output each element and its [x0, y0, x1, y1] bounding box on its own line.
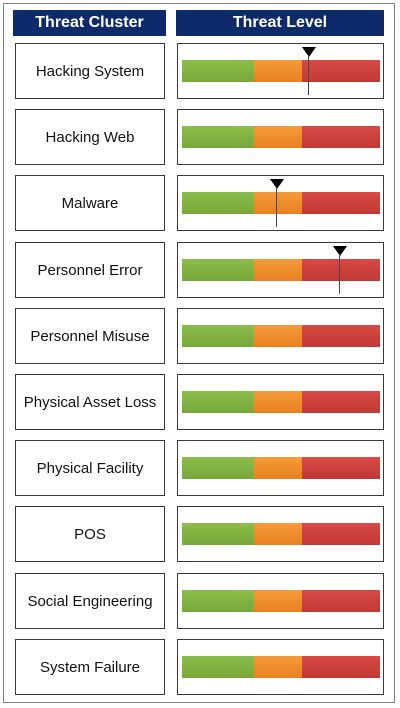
- threat-level-gauge: [182, 457, 380, 479]
- gauge-band-green: [182, 391, 254, 413]
- gauge-band-green: [182, 325, 254, 347]
- threat-cluster-label: Physical Facility: [15, 440, 165, 496]
- gauge-band-red: [302, 126, 380, 148]
- threat-cluster-label: Personnel Error: [15, 242, 165, 298]
- threat-level-cell: [177, 109, 384, 165]
- threat-cluster-label: Hacking Web: [15, 109, 165, 165]
- gauge-band-green: [182, 656, 254, 678]
- threat-level-cell: [177, 440, 384, 496]
- marker-line: [339, 254, 341, 294]
- gauge-band-green: [182, 590, 254, 612]
- gauge-band-red: [302, 457, 380, 479]
- gauge-band-orange: [254, 656, 302, 678]
- gauge-band-orange: [254, 192, 302, 214]
- threat-cluster-label: Personnel Misuse: [15, 308, 165, 364]
- threat-level-cell: [177, 43, 384, 99]
- threat-row: Physical Facility: [0, 440, 400, 498]
- threat-level-cell: [177, 639, 384, 695]
- gauge-band-red: [302, 656, 380, 678]
- threat-row: Hacking System: [0, 43, 400, 101]
- threat-row: POS: [0, 506, 400, 564]
- threat-level-cell: [177, 308, 384, 364]
- gauge-band-red: [302, 590, 380, 612]
- marker-triangle-icon: [270, 179, 285, 189]
- marker-triangle-icon: [301, 47, 316, 57]
- gauge-band-orange: [254, 391, 302, 413]
- gauge-band-orange: [254, 60, 302, 82]
- gauge-band-green: [182, 60, 254, 82]
- gauge-band-red: [302, 60, 380, 82]
- threat-row: System Failure: [0, 639, 400, 697]
- gauge-band-orange: [254, 259, 302, 281]
- threat-level-cell: [177, 175, 384, 231]
- threat-cluster-label: Physical Asset Loss: [15, 374, 165, 430]
- threat-level-gauge: [182, 391, 380, 413]
- gauge-band-red: [302, 192, 380, 214]
- gauge-band-green: [182, 523, 254, 545]
- threat-level-cell: [177, 506, 384, 562]
- gauge-band-orange: [254, 590, 302, 612]
- gauge-band-red: [302, 325, 380, 347]
- marker-triangle-icon: [333, 246, 348, 256]
- threat-row: Malware: [0, 175, 400, 233]
- gauge-band-orange: [254, 325, 302, 347]
- threat-cluster-label: POS: [15, 506, 165, 562]
- gauge-band-green: [182, 126, 254, 148]
- gauge-band-red: [302, 391, 380, 413]
- gauge-band-orange: [254, 457, 302, 479]
- threat-level-marker: [270, 179, 285, 229]
- threat-cluster-label: Social Engineering: [15, 573, 165, 629]
- threat-level-cell: [177, 242, 384, 298]
- threat-row: Social Engineering: [0, 573, 400, 631]
- threat-level-gauge: [182, 325, 380, 347]
- gauge-band-orange: [254, 126, 302, 148]
- threat-level-gauge: [182, 523, 380, 545]
- threat-level-gauge: [182, 60, 380, 82]
- threat-level-marker: [333, 246, 348, 296]
- marker-line: [307, 55, 309, 95]
- threat-level-gauge: [182, 192, 380, 214]
- gauge-band-green: [182, 457, 254, 479]
- threat-level-cell: [177, 374, 384, 430]
- header-threat-cluster: Threat Cluster: [13, 10, 166, 36]
- threat-row: Physical Asset Loss: [0, 374, 400, 432]
- threat-cluster-label: System Failure: [15, 639, 165, 695]
- threat-row: Personnel Misuse: [0, 308, 400, 366]
- header-threat-level: Threat Level: [176, 10, 384, 36]
- gauge-band-green: [182, 192, 254, 214]
- threat-row: Hacking Web: [0, 109, 400, 167]
- gauge-band-orange: [254, 523, 302, 545]
- threat-row: Personnel Error: [0, 242, 400, 300]
- threat-level-gauge: [182, 126, 380, 148]
- threat-level-gauge: [182, 656, 380, 678]
- threat-level-cell: [177, 573, 384, 629]
- threat-level-marker: [301, 47, 316, 97]
- marker-line: [276, 187, 278, 227]
- gauge-band-red: [302, 259, 380, 281]
- threat-cluster-label: Malware: [15, 175, 165, 231]
- threat-level-gauge: [182, 259, 380, 281]
- gauge-band-green: [182, 259, 254, 281]
- threat-level-gauge: [182, 590, 380, 612]
- threat-cluster-label: Hacking System: [15, 43, 165, 99]
- gauge-band-red: [302, 523, 380, 545]
